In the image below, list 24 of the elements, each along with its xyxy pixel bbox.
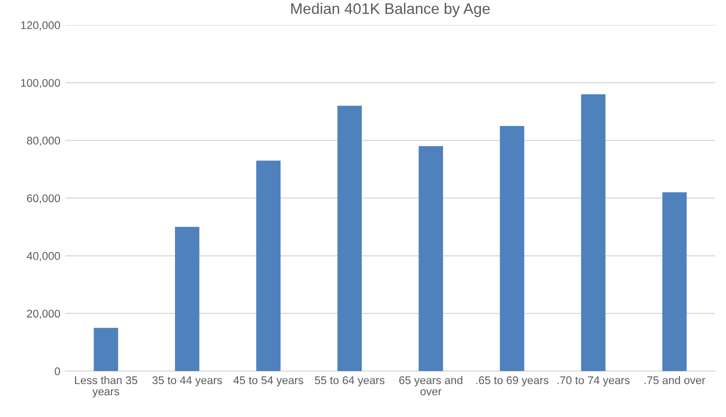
bar: [500, 126, 524, 372]
chart-title: Median 401K Balance by Age: [291, 2, 490, 18]
x-tick-label: 55 to 64 years: [314, 376, 384, 386]
bar: [256, 160, 281, 372]
bar: [94, 328, 118, 372]
x-tick-label: 65 years and over: [399, 376, 462, 396]
y-tick-label: 20,000: [27, 310, 60, 319]
y-tick-label: 60,000: [27, 194, 60, 204]
y-tick-label: 120,000: [21, 21, 60, 30]
x-tick-label: Less than 35 years: [75, 376, 138, 398]
bar: [174, 226, 200, 372]
bar: [418, 146, 444, 372]
y-tick-label: 100,000: [21, 78, 60, 88]
x-tick-label: .65 to 69 years: [476, 376, 548, 386]
bar: [581, 94, 606, 372]
x-tick-label: 35 to 44 years: [152, 376, 222, 386]
y-tick-label: 80,000: [26, 136, 60, 146]
y-tick-label: 40,000: [26, 252, 60, 262]
x-tick-label: 45 to 54 years: [233, 376, 304, 386]
y-tick-label: 0: [54, 367, 60, 376]
x-tick-label: .75 and over: [644, 376, 706, 384]
x-tick-label: .70 to 74 years: [558, 376, 630, 386]
bar: [337, 106, 362, 372]
bar: [662, 192, 687, 372]
